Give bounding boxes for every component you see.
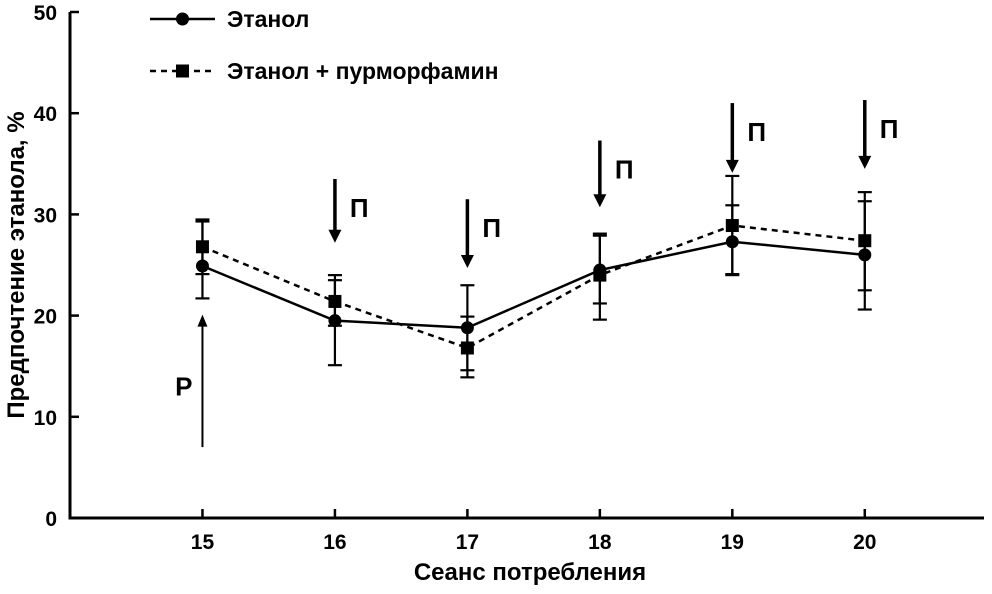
marker-circle-icon bbox=[460, 321, 474, 335]
annotation-label: П bbox=[615, 155, 634, 185]
marker-square-icon bbox=[460, 341, 474, 355]
marker-circle-icon bbox=[725, 235, 739, 249]
y-axis-label: Предпочтение этанола, % bbox=[3, 111, 30, 418]
x-axis-label: Сеанс потребления bbox=[414, 559, 646, 586]
marker-square-icon bbox=[858, 234, 872, 248]
y-tick-label: 0 bbox=[45, 508, 57, 531]
down-arrow-head-icon bbox=[593, 194, 607, 208]
annotation-label: П bbox=[482, 213, 501, 243]
annotation-label: П bbox=[350, 193, 369, 223]
marker-square-icon bbox=[593, 268, 607, 282]
y-tick-label: 30 bbox=[34, 204, 57, 227]
marker-circle-icon bbox=[858, 248, 872, 262]
x-tick-label: 18 bbox=[588, 531, 612, 554]
down-arrow-head-icon bbox=[460, 255, 474, 269]
marker-circle-icon bbox=[195, 259, 209, 273]
down-arrow-head-icon bbox=[725, 159, 739, 173]
legend-circle-marker-icon bbox=[176, 12, 189, 26]
marker-circle-icon bbox=[328, 314, 342, 328]
series-line-dashed bbox=[201, 224, 865, 350]
x-tick-label: 20 bbox=[853, 531, 876, 554]
x-tick-label: 19 bbox=[721, 531, 744, 554]
marker-square-icon bbox=[195, 240, 209, 254]
marker-square-icon bbox=[725, 219, 739, 233]
x-tick-label: 17 bbox=[456, 531, 479, 554]
legend-label-ethanol: Этанол bbox=[227, 6, 309, 32]
annotation-label: П bbox=[747, 117, 766, 147]
annotation-label: Р bbox=[175, 371, 192, 401]
legend-square-marker-icon bbox=[176, 64, 189, 78]
marker-square-icon bbox=[328, 294, 342, 308]
legend-item-ethanol: Этанол bbox=[150, 6, 309, 32]
x-tick-label: 15 bbox=[191, 531, 215, 554]
down-arrow-head-icon bbox=[328, 229, 342, 243]
down-arrow-head-icon bbox=[858, 155, 872, 169]
legend-item-ethanol-purmorphamine: Этанол + пурморфамин bbox=[150, 58, 499, 84]
x-tick-label: 16 bbox=[323, 531, 346, 554]
y-tick-label: 40 bbox=[34, 103, 57, 126]
plot-area: 0 10 20 30 40 50 15 16 17 18 19 20 П П П П П Р bbox=[34, 2, 984, 554]
y-tick-label: 50 bbox=[34, 2, 57, 25]
legend-label-ethanol-purmorphamine: Этанол + пурморфамин bbox=[227, 58, 499, 84]
up-arrow-head-icon bbox=[197, 314, 208, 327]
legend: Этанол Этанол + пурморфамин bbox=[150, 6, 499, 84]
annotation-label: П bbox=[880, 114, 899, 144]
series-line-solid bbox=[201, 240, 865, 330]
y-tick-label: 10 bbox=[34, 407, 57, 430]
y-tick-label: 20 bbox=[34, 306, 57, 329]
